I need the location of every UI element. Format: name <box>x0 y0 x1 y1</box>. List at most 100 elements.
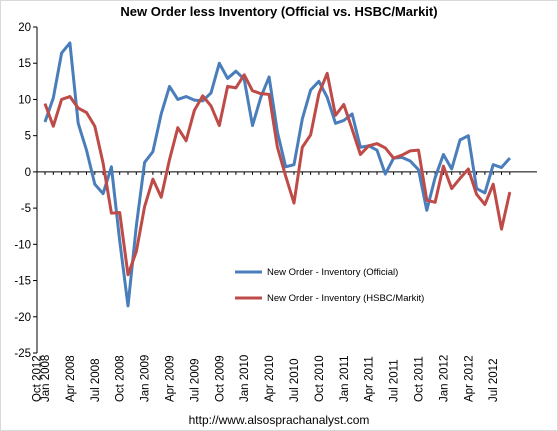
data-point <box>467 168 469 170</box>
data-point <box>227 77 229 79</box>
data-point <box>202 95 204 97</box>
data-point <box>119 240 121 242</box>
data-point <box>276 146 278 148</box>
data-point <box>492 183 494 185</box>
data-point <box>44 103 46 105</box>
data-point <box>459 177 461 179</box>
data-point <box>268 93 270 95</box>
data-point <box>210 92 212 94</box>
data-point <box>310 134 312 136</box>
data-point <box>343 104 345 106</box>
data-point <box>335 114 336 116</box>
x-tick-label: Apr 2010 <box>264 355 276 402</box>
data-point <box>418 169 419 171</box>
data-point <box>102 162 104 164</box>
data-point <box>77 122 79 124</box>
data-point <box>335 122 336 124</box>
data-point <box>426 199 428 201</box>
data-point <box>52 125 54 127</box>
data-point <box>177 127 179 129</box>
data-point <box>434 177 436 179</box>
x-tick-label: Jan 2009 <box>140 355 152 402</box>
data-point <box>135 251 137 253</box>
data-point <box>426 209 428 211</box>
data-point <box>202 100 204 102</box>
series-official <box>43 41 511 308</box>
y-tick-label: -5 <box>21 203 31 215</box>
x-tick-label: Jan 2008 <box>40 355 52 402</box>
data-point <box>252 125 253 127</box>
data-point <box>301 146 303 148</box>
data-point <box>52 97 54 99</box>
data-point <box>418 149 419 151</box>
data-point <box>301 118 303 120</box>
data-point <box>409 150 411 152</box>
data-point <box>235 70 237 72</box>
data-point <box>169 159 170 161</box>
data-point <box>442 154 444 156</box>
data-point <box>509 157 511 159</box>
data-point <box>376 149 378 151</box>
data-point <box>442 165 444 167</box>
data-point <box>359 154 361 156</box>
x-tick-label: Jul 2009 <box>189 359 201 402</box>
data-point <box>243 74 245 76</box>
x-tick-label: Oct 2011 <box>414 356 426 402</box>
data-point <box>177 98 179 100</box>
data-point <box>144 161 146 163</box>
data-point <box>393 157 395 159</box>
data-point <box>351 128 353 130</box>
data-point <box>77 107 79 109</box>
data-point <box>459 139 461 141</box>
y-tick-label: 10 <box>18 94 31 106</box>
x-tick-label: Jan 2010 <box>239 355 251 402</box>
chart-title: New Order less Inventory (Official vs. H… <box>120 4 437 19</box>
data-point <box>285 175 287 177</box>
x-tick-label: Jul 2008 <box>90 359 102 402</box>
data-point <box>434 201 436 203</box>
data-point <box>102 193 104 195</box>
data-point <box>235 87 237 89</box>
data-point <box>401 154 403 156</box>
data-point <box>218 125 220 127</box>
y-tick-label: -10 <box>14 239 31 251</box>
x-tick-label: Apr 2012 <box>463 355 475 402</box>
data-point <box>293 164 295 166</box>
data-point <box>243 78 245 80</box>
data-point <box>318 93 320 95</box>
data-point <box>509 191 511 193</box>
y-tick-label: 0 <box>25 167 31 179</box>
x-tick-label: Jul 2012 <box>488 359 500 402</box>
data-point <box>119 211 121 213</box>
data-point <box>476 193 478 195</box>
data-point <box>285 166 287 168</box>
data-point <box>61 52 63 54</box>
data-point <box>451 188 453 190</box>
data-point <box>376 143 378 145</box>
x-tick-label: Apr 2008 <box>65 355 77 402</box>
data-point <box>467 135 469 137</box>
series-hsbc <box>43 71 512 277</box>
data-point <box>210 105 212 107</box>
data-point <box>94 183 96 185</box>
data-point <box>409 160 411 162</box>
data-point <box>451 168 453 170</box>
data-point <box>127 305 129 307</box>
source-url: http://www.alsosprachanalyst.com <box>189 413 370 427</box>
x-tick-label: Jul 2011 <box>389 359 401 402</box>
data-point <box>351 113 353 115</box>
data-point <box>193 109 195 111</box>
data-point <box>359 146 361 148</box>
x-tick-label: Apr 2011 <box>364 356 376 402</box>
data-point <box>501 167 502 169</box>
data-point <box>152 151 154 153</box>
data-point <box>61 98 63 100</box>
x-axis-ticks: Jan 2008 Apr 2008 Jul 2008 Oct 2008 Jan 2009… <box>32 171 511 402</box>
series-layer <box>43 41 512 308</box>
y-tick-label: -15 <box>14 276 31 288</box>
data-point <box>501 228 502 230</box>
y-tick-label: -20 <box>14 312 31 324</box>
data-point <box>69 42 71 44</box>
legend-label-official: New Order - Inventory (Official) <box>267 267 398 278</box>
